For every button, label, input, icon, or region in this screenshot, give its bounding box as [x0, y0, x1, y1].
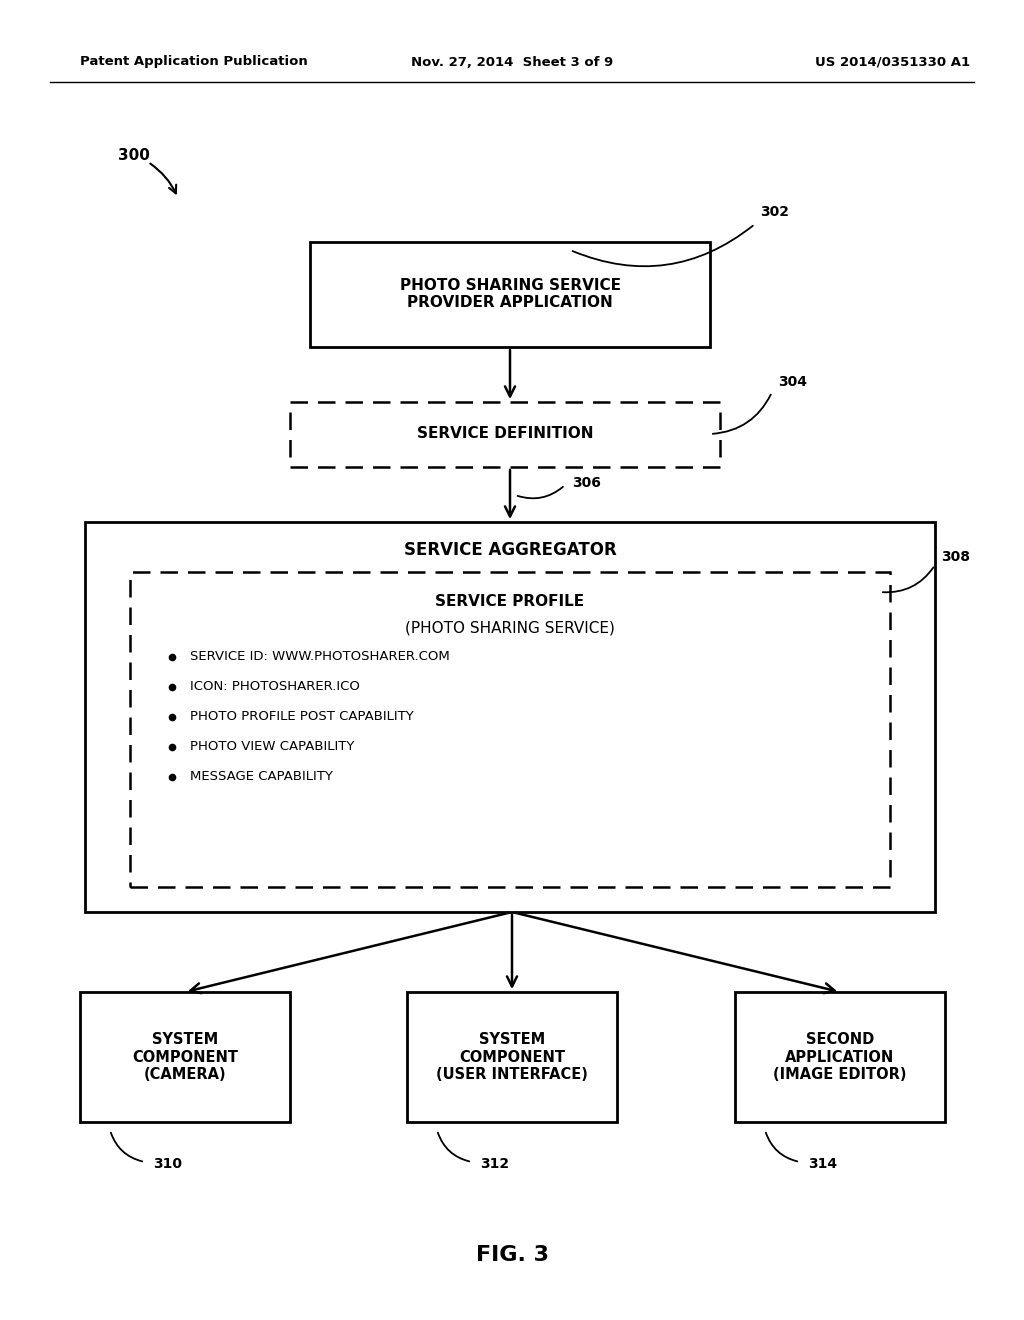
Text: SERVICE DEFINITION: SERVICE DEFINITION — [417, 426, 593, 441]
Text: SYSTEM
COMPONENT
(CAMERA): SYSTEM COMPONENT (CAMERA) — [132, 1032, 238, 1082]
Text: Nov. 27, 2014  Sheet 3 of 9: Nov. 27, 2014 Sheet 3 of 9 — [411, 55, 613, 69]
Text: SERVICE ID: WWW.PHOTOSHARER.COM: SERVICE ID: WWW.PHOTOSHARER.COM — [190, 651, 450, 664]
Text: PHOTO VIEW CAPABILITY: PHOTO VIEW CAPABILITY — [190, 741, 354, 754]
Text: SECOND
APPLICATION
(IMAGE EDITOR): SECOND APPLICATION (IMAGE EDITOR) — [773, 1032, 906, 1082]
Bar — [310, 242, 710, 347]
Text: PHOTO PROFILE POST CAPABILITY: PHOTO PROFILE POST CAPABILITY — [190, 710, 414, 723]
Bar — [735, 993, 945, 1122]
Bar — [130, 572, 890, 887]
Bar — [407, 993, 617, 1122]
Text: ICON: PHOTOSHARER.ICO: ICON: PHOTOSHARER.ICO — [190, 681, 359, 693]
Text: SYSTEM
COMPONENT
(USER INTERFACE): SYSTEM COMPONENT (USER INTERFACE) — [436, 1032, 588, 1082]
Text: Patent Application Publication: Patent Application Publication — [80, 55, 308, 69]
Text: 314: 314 — [808, 1158, 838, 1171]
Text: 302: 302 — [760, 205, 790, 219]
Text: 312: 312 — [480, 1158, 509, 1171]
Bar — [80, 993, 290, 1122]
Text: PHOTO SHARING SERVICE
PROVIDER APPLICATION: PHOTO SHARING SERVICE PROVIDER APPLICATI… — [399, 277, 621, 310]
Text: 310: 310 — [153, 1158, 182, 1171]
Text: SERVICE AGGREGATOR: SERVICE AGGREGATOR — [403, 541, 616, 558]
Text: US 2014/0351330 A1: US 2014/0351330 A1 — [815, 55, 970, 69]
Text: 304: 304 — [778, 375, 807, 389]
Text: 300: 300 — [118, 148, 150, 162]
Text: MESSAGE CAPABILITY: MESSAGE CAPABILITY — [190, 771, 333, 784]
Text: SERVICE PROFILE: SERVICE PROFILE — [435, 594, 585, 610]
Bar — [85, 521, 935, 912]
Text: FIG. 3: FIG. 3 — [475, 1245, 549, 1265]
Text: (PHOTO SHARING SERVICE): (PHOTO SHARING SERVICE) — [406, 620, 615, 635]
Bar — [290, 403, 720, 467]
Text: 306: 306 — [572, 477, 601, 490]
Text: 308: 308 — [941, 550, 970, 564]
